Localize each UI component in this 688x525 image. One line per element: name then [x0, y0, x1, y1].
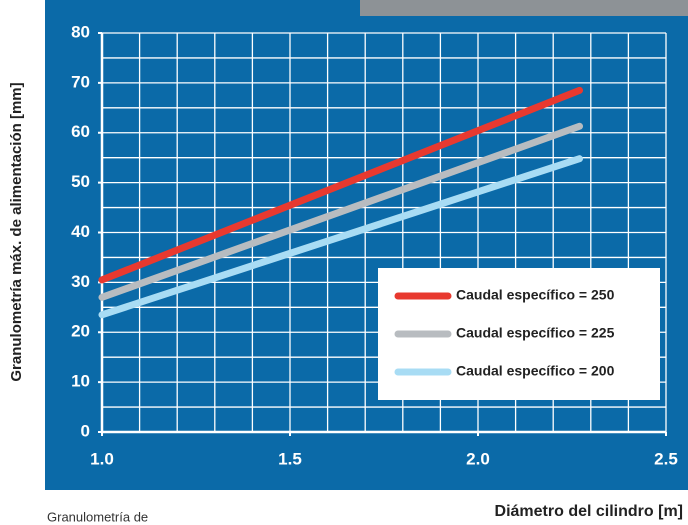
y-tick-label: 70 — [71, 72, 90, 91]
photo-strip — [360, 0, 688, 16]
panel — [45, 0, 360, 16]
legend-label: Caudal específico = 200 — [456, 363, 615, 379]
y-tick-label: 60 — [71, 122, 90, 141]
y-tick-label: 0 — [81, 421, 90, 440]
x-tick-label: 1.5 — [278, 449, 302, 468]
legend-label: Caudal específico = 250 — [456, 287, 615, 303]
y-tick-label: 80 — [71, 22, 90, 41]
data-line — [98, 155, 584, 319]
y-tick-label: 10 — [71, 372, 90, 391]
x-axis-label: Diámetro del cilindro [m] — [495, 503, 683, 520]
y-tick-label: 40 — [71, 222, 90, 241]
y-tick-label: 30 — [71, 272, 90, 291]
data-line — [98, 122, 584, 301]
x-tick-label: 2.0 — [466, 449, 490, 468]
x-tick-label: 1.0 — [90, 449, 114, 468]
x-tick-label: 2.5 — [654, 449, 678, 468]
data-line — [98, 86, 584, 284]
legend-label: Caudal específico = 225 — [456, 325, 615, 341]
caption: Granulometría de — [47, 509, 148, 524]
y-tick-label: 50 — [71, 172, 90, 191]
y-axis-label: Granulometría máx. de alimentación [mm] — [8, 82, 25, 381]
y-tick-label: 20 — [71, 322, 90, 341]
panel — [45, 16, 688, 490]
